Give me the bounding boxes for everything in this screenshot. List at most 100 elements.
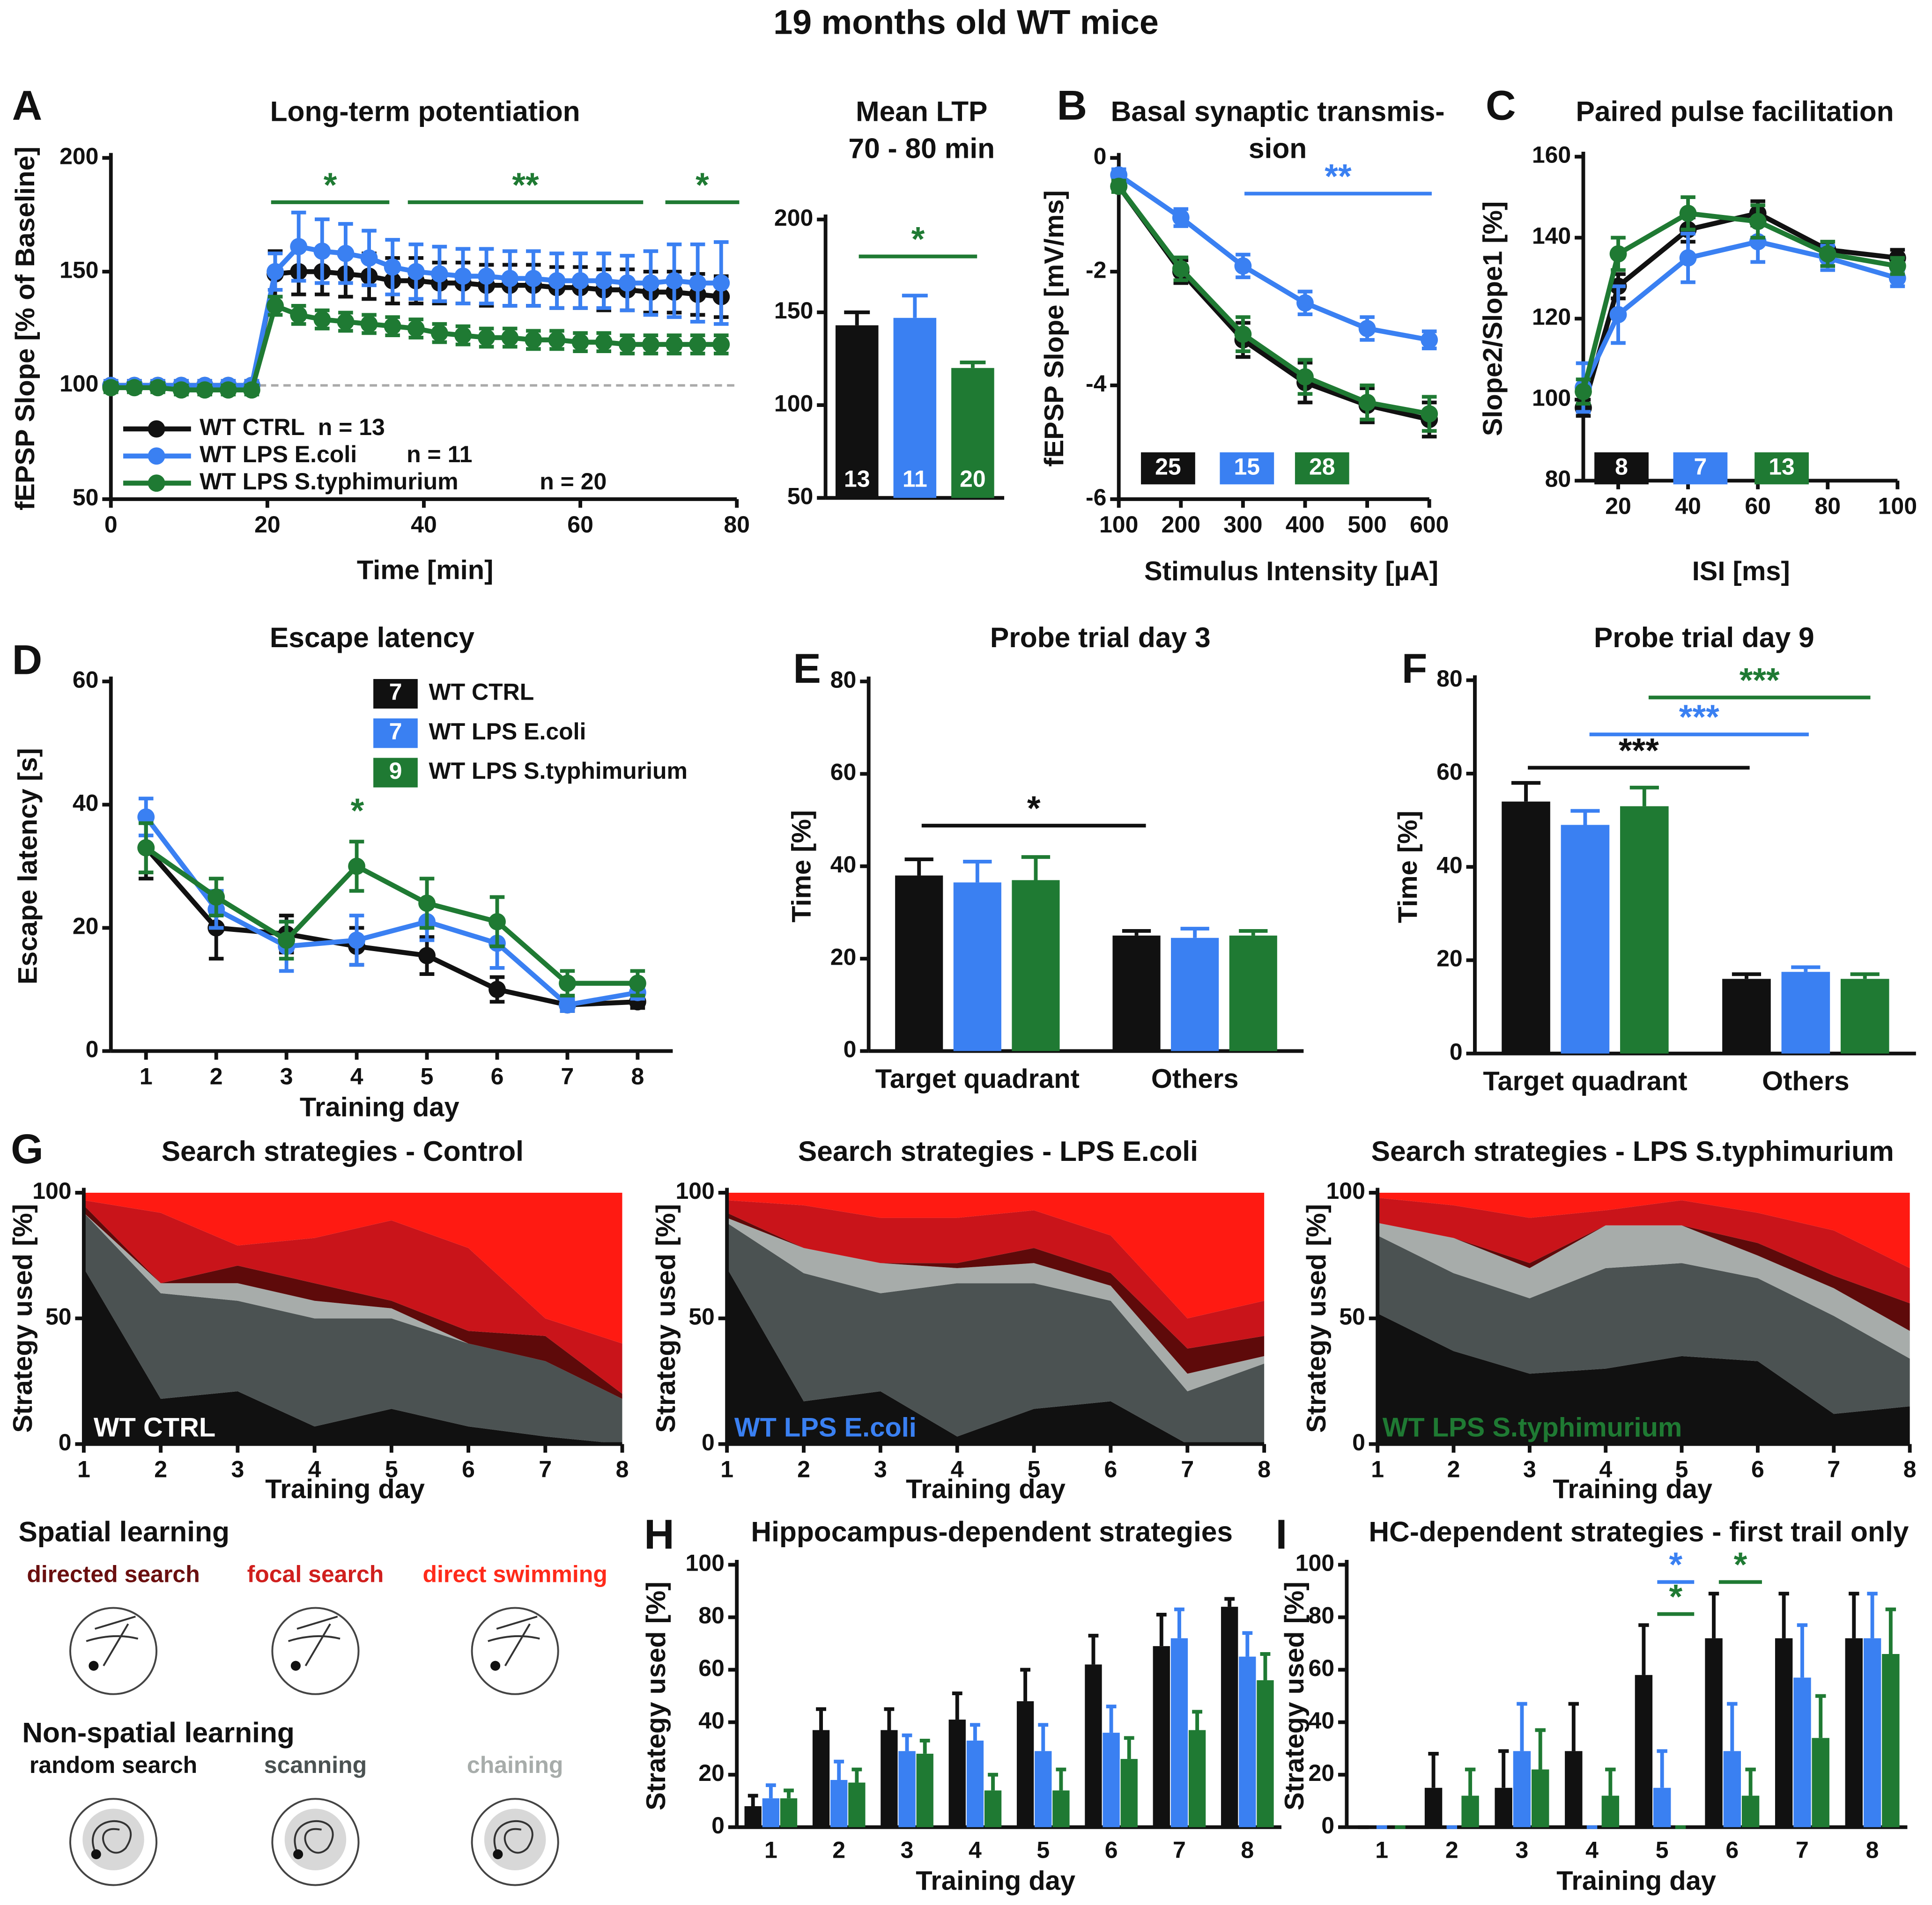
bar [953,882,1001,1051]
legend-box [1141,452,1195,485]
point [430,265,448,283]
y-axis-label: fEPSP Slope [% of Baseline] [10,147,40,510]
x-axis-label: Stimulus Intensity [µA] [1144,556,1438,586]
bar [1793,1677,1811,1827]
x-tick-label: 3 [231,1456,244,1483]
error-bar [1867,1592,1878,1639]
bar [898,1751,916,1827]
y-tick-label: 100 [59,370,98,397]
point [454,267,472,285]
y-tick-label: 20 [698,1760,725,1786]
point [642,336,659,353]
x-tick-label: 5 [421,1063,434,1090]
bar [951,368,994,498]
series-line [1117,173,1430,342]
x-tick-label: 8 [1258,1456,1271,1483]
point [1296,368,1314,386]
bar [1741,1795,1760,1827]
x-tick-label: 7 [561,1063,574,1090]
point [618,274,636,292]
bar [812,1730,830,1827]
x-tick-label: 8 [1903,1456,1917,1483]
point [548,272,566,289]
point [407,263,425,281]
point [454,326,472,344]
start-dot [490,1661,501,1671]
x-tick-label: 2 [154,1456,167,1483]
y-tick-label: 100 [686,1550,725,1576]
strategy-path [92,1820,132,1855]
legend-heading: Non-spatial learning [22,1717,295,1749]
error-bar [1021,855,1051,880]
point [595,272,613,289]
bar [1601,1795,1620,1827]
x-tick-label: 8 [631,1063,644,1090]
strategy-path [488,1616,540,1667]
bar [966,1740,984,1827]
point [126,379,143,397]
chart-title: 70 - 80 min [848,132,995,164]
y-tick-label: 100 [1295,1550,1334,1576]
start-dot [89,1661,99,1671]
error-bar [1260,1652,1271,1681]
x-tick-label: 20 [254,511,281,538]
bar [830,1779,848,1827]
x-tick-label: 2 [210,1063,223,1090]
bar [1188,1730,1206,1827]
x-tick-label: 2 [797,1456,810,1483]
point [1358,394,1376,411]
area-layer [727,1268,1265,1444]
error-bar [1465,1767,1476,1796]
strategy-label: chaining [467,1752,563,1778]
x-tick-label: 6 [462,1456,475,1483]
area-layer [727,1200,1265,1349]
significance-mark: *** [1619,731,1659,769]
chart-title: Paired pulse facilitation [1576,95,1894,127]
bar [1565,1751,1583,1827]
y-tick-label: 100 [774,390,813,416]
strategy-label: focal search [247,1561,384,1587]
category-label: Target quadrant [875,1064,1080,1094]
point [666,336,683,353]
x-tick-label: 5 [1675,1456,1688,1483]
legend-label: WT LPS E.coli [429,718,586,745]
legend-label: WT LPS S.typhimurium [200,468,458,495]
area-layer [83,1205,622,1399]
point [1749,213,1767,230]
y-tick-label: 140 [1532,223,1571,249]
point [1679,249,1697,267]
point [1172,209,1190,227]
x-tick-label: 40 [1675,493,1701,519]
y-tick-label: 0 [59,1429,72,1455]
point [1234,257,1252,275]
bar [1461,1795,1479,1827]
start-dot [91,1849,101,1860]
y-tick-label: 60 [1308,1655,1334,1681]
error-bar [748,1794,758,1806]
n-label: 20 [960,466,986,492]
significance-mark: *** [1740,660,1780,699]
significance-mark: * [696,165,709,204]
significance-mark: * [1669,1545,1682,1584]
area-layer [727,1212,1265,1374]
figure-title: 19 months old WT mice [773,3,1159,42]
point [1819,245,1836,263]
bar [1840,979,1889,1054]
y-tick-label: 0 [844,1036,857,1063]
error-bar [1815,1694,1826,1738]
bar [835,325,879,498]
x-axis-label: Training day [265,1474,425,1504]
bar [1424,1787,1443,1827]
bar [916,1753,933,1827]
point [489,981,506,998]
series-line [1117,185,1430,416]
error-bar [765,1783,776,1799]
point [219,381,237,399]
legend-n: 25 [1155,453,1181,480]
area-layer [83,1200,622,1394]
legend-n: n = 13 [318,414,385,440]
error-bar [1174,1607,1184,1639]
y-tick-label: 0 [86,1036,99,1063]
legend-heading: Spatial learning [18,1516,229,1548]
bar [1620,806,1669,1054]
